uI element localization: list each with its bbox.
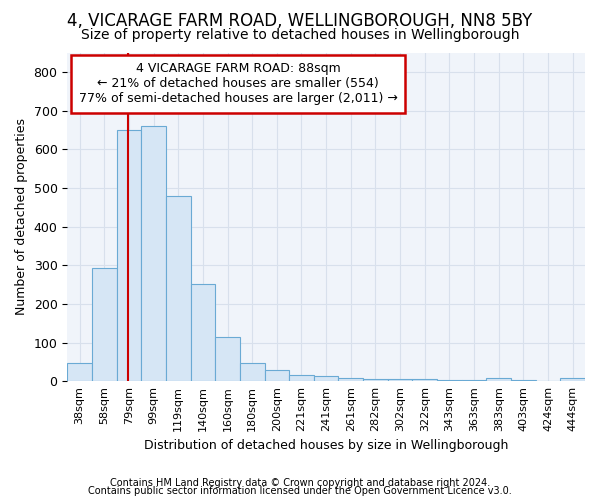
Text: Contains public sector information licensed under the Open Government Licence v3: Contains public sector information licen… [88, 486, 512, 496]
Bar [141, 126, 166, 381]
Bar [560, 378, 585, 381]
Bar [487, 378, 511, 381]
Text: Contains HM Land Registry data © Crown copyright and database right 2024.: Contains HM Land Registry data © Crown c… [110, 478, 490, 488]
Text: 4 VICARAGE FARM ROAD: 88sqm
← 21% of detached houses are smaller (554)
77% of se: 4 VICARAGE FARM ROAD: 88sqm ← 21% of det… [79, 62, 398, 106]
Bar [265, 370, 289, 381]
Y-axis label: Number of detached properties: Number of detached properties [15, 118, 28, 316]
Bar [412, 379, 437, 381]
Bar [437, 380, 462, 381]
Bar [314, 376, 338, 381]
Bar [166, 196, 191, 381]
Bar [92, 268, 116, 381]
Bar [289, 376, 314, 381]
Bar [363, 379, 388, 381]
Text: 4, VICARAGE FARM ROAD, WELLINGBOROUGH, NN8 5BY: 4, VICARAGE FARM ROAD, WELLINGBOROUGH, N… [67, 12, 533, 30]
Bar [511, 380, 536, 381]
Bar [215, 338, 240, 381]
Bar [462, 380, 487, 381]
Bar [191, 284, 215, 381]
Text: Size of property relative to detached houses in Wellingborough: Size of property relative to detached ho… [81, 28, 519, 42]
Bar [338, 378, 363, 381]
Bar [116, 130, 141, 381]
X-axis label: Distribution of detached houses by size in Wellingborough: Distribution of detached houses by size … [144, 440, 508, 452]
Bar [240, 362, 265, 381]
Bar [388, 379, 412, 381]
Bar [67, 362, 92, 381]
